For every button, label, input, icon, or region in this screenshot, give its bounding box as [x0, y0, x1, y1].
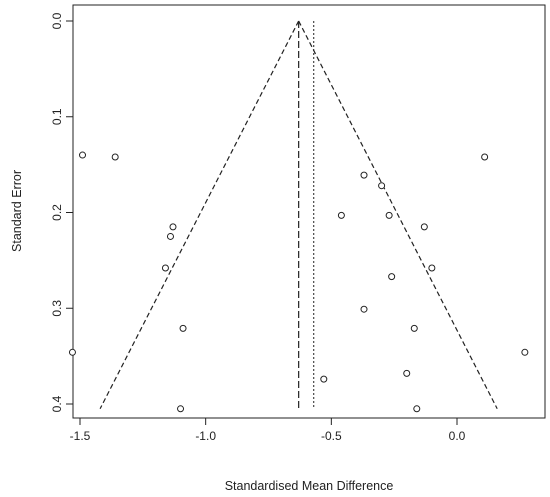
- study-point: [360, 171, 368, 179]
- y-axis-title: Standard Error: [10, 170, 24, 252]
- x-tick-label: -1.5: [70, 429, 91, 443]
- study-point: [521, 348, 529, 356]
- study-point: [179, 324, 187, 332]
- study-point: [320, 375, 328, 383]
- study-point: [177, 405, 185, 413]
- x-tick-label: -0.5: [321, 429, 342, 443]
- x-axis-title: Standardised Mean Difference: [225, 479, 394, 493]
- study-point: [111, 153, 119, 161]
- study-point: [420, 223, 428, 231]
- study-point: [68, 348, 76, 356]
- plot-frame: [72, 4, 546, 419]
- x-tick-label: 0.0: [449, 429, 466, 443]
- study-point: [169, 223, 177, 231]
- study-point: [161, 264, 169, 272]
- study-point: [413, 405, 421, 413]
- study-points: [68, 151, 529, 413]
- funnel-right-boundary: [298, 20, 498, 410]
- funnel-lines: [99, 20, 498, 410]
- x-axis: -1.5 -1.0 -0.5 0.0: [70, 418, 466, 443]
- study-point: [410, 324, 418, 332]
- study-point: [360, 305, 368, 313]
- study-point: [337, 211, 345, 219]
- y-axis: 0.0 0.1 0.2 0.3 0.4: [50, 12, 73, 412]
- x-tick-label: -1.0: [195, 429, 216, 443]
- study-point: [79, 151, 87, 159]
- y-tick-label: 0.1: [50, 108, 64, 125]
- study-point: [385, 211, 393, 219]
- study-point: [428, 264, 436, 272]
- study-point: [403, 369, 411, 377]
- study-point: [166, 232, 174, 240]
- study-point: [378, 182, 386, 190]
- y-tick-label: 0.4: [50, 395, 64, 412]
- y-tick-label: 0.2: [50, 204, 64, 221]
- y-tick-label: 0.0: [50, 12, 64, 29]
- funnel-left-boundary: [99, 20, 300, 410]
- y-tick-label: 0.3: [50, 300, 64, 317]
- study-point: [388, 273, 396, 281]
- study-point: [481, 153, 489, 161]
